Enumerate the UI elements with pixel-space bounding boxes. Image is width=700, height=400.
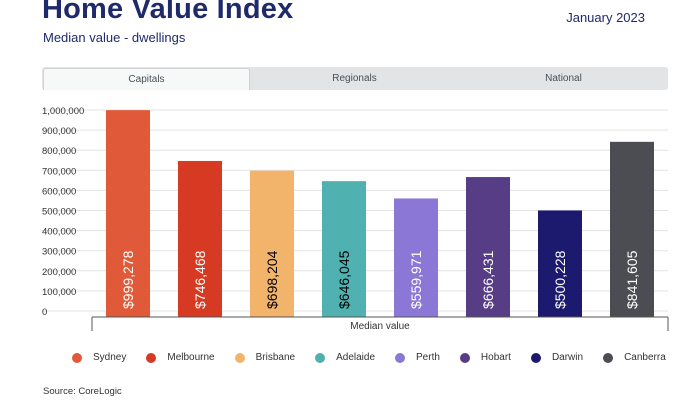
bar-brisbane: [250, 170, 294, 317]
bar-value-label: $746,468: [192, 250, 208, 309]
legend-label: Brisbane: [255, 352, 296, 363]
bar-melbourne: [178, 160, 222, 317]
report-date: January 2023: [566, 10, 645, 25]
bar-value-label: $666,431: [480, 250, 496, 309]
bar-value-label: $841,605: [624, 250, 640, 309]
bar-darwin: [538, 210, 582, 317]
legend-swatch: [234, 352, 245, 363]
legend-swatch: [603, 352, 614, 363]
bar-value-label: $500,228: [552, 250, 568, 309]
legend-swatch: [72, 352, 82, 363]
y-tick-label: 300,000: [42, 247, 76, 258]
legend-item-perth: Perth: [395, 352, 440, 363]
bar-value-label: $698,204: [264, 250, 280, 309]
bar-chart: 0 100,000 200,000 300,000 400,000 500,000 600,…: [42, 106, 669, 332]
legend-item-darwin: Darwin: [530, 352, 584, 363]
tab-regionals[interactable]: Regionals: [332, 73, 377, 84]
y-tick-label: 0: [42, 307, 47, 318]
legend-item-canberra: Canberra: [603, 352, 666, 363]
y-tick-label: 900,000: [42, 126, 76, 137]
bar-value-label: $646,045: [336, 250, 352, 309]
bar-sydney: [106, 110, 150, 318]
bar-adelaide: [322, 181, 366, 317]
bar-perth: [394, 198, 438, 317]
legend-item-hobart: Hobart: [459, 352, 511, 363]
y-tick-label: 600,000: [42, 186, 76, 197]
bar-value-label: $559,971: [408, 250, 424, 309]
legend-swatch: [395, 352, 406, 363]
legend-item-adelaide: Adelaide: [315, 352, 375, 363]
source-note: Source: CoreLogic: [43, 386, 122, 397]
legend-label: Canberra: [624, 352, 666, 363]
page-title: Home Value Index: [42, 0, 294, 25]
legend-item-melbourne: Melbourne: [146, 352, 215, 363]
y-tick-label: 1,000,000: [42, 106, 84, 117]
tab-capitals[interactable]: Capitals: [43, 68, 250, 90]
y-tick-label: 700,000: [42, 166, 76, 177]
region-tabs: Capitals Regionals National: [42, 67, 668, 90]
legend-swatch: [530, 352, 541, 363]
legend-label: Hobart: [480, 352, 511, 363]
y-tick-label: 100,000: [42, 287, 76, 298]
tab-national[interactable]: National: [545, 73, 582, 84]
legend-label: Adelaide: [336, 352, 376, 363]
legend-item-brisbane: Brisbane: [234, 352, 296, 363]
legend-label: Perth: [416, 352, 440, 363]
chart-legend: Sydney Melbourne Brisbane Adelaide Perth Hoba…: [72, 352, 686, 363]
bar-value-label: $999,278: [120, 250, 136, 309]
x-axis-label: Median value: [350, 321, 410, 332]
y-tick-label: 800,000: [42, 146, 76, 157]
y-tick-label: 400,000: [42, 227, 76, 238]
page-subtitle: Median value - dwellings: [43, 30, 186, 45]
legend-item-sydney: Sydney: [72, 352, 126, 363]
bar-canberra: [610, 141, 654, 317]
legend-swatch: [459, 352, 470, 363]
bar-hobart: [466, 177, 510, 317]
legend-label: Sydney: [93, 352, 127, 363]
legend-swatch: [146, 352, 157, 363]
legend-label: Darwin: [551, 352, 584, 363]
legend-swatch: [315, 352, 326, 363]
legend-label: Melbourne: [167, 352, 215, 363]
y-tick-label: 500,000: [42, 207, 76, 218]
y-tick-label: 200,000: [42, 267, 76, 278]
